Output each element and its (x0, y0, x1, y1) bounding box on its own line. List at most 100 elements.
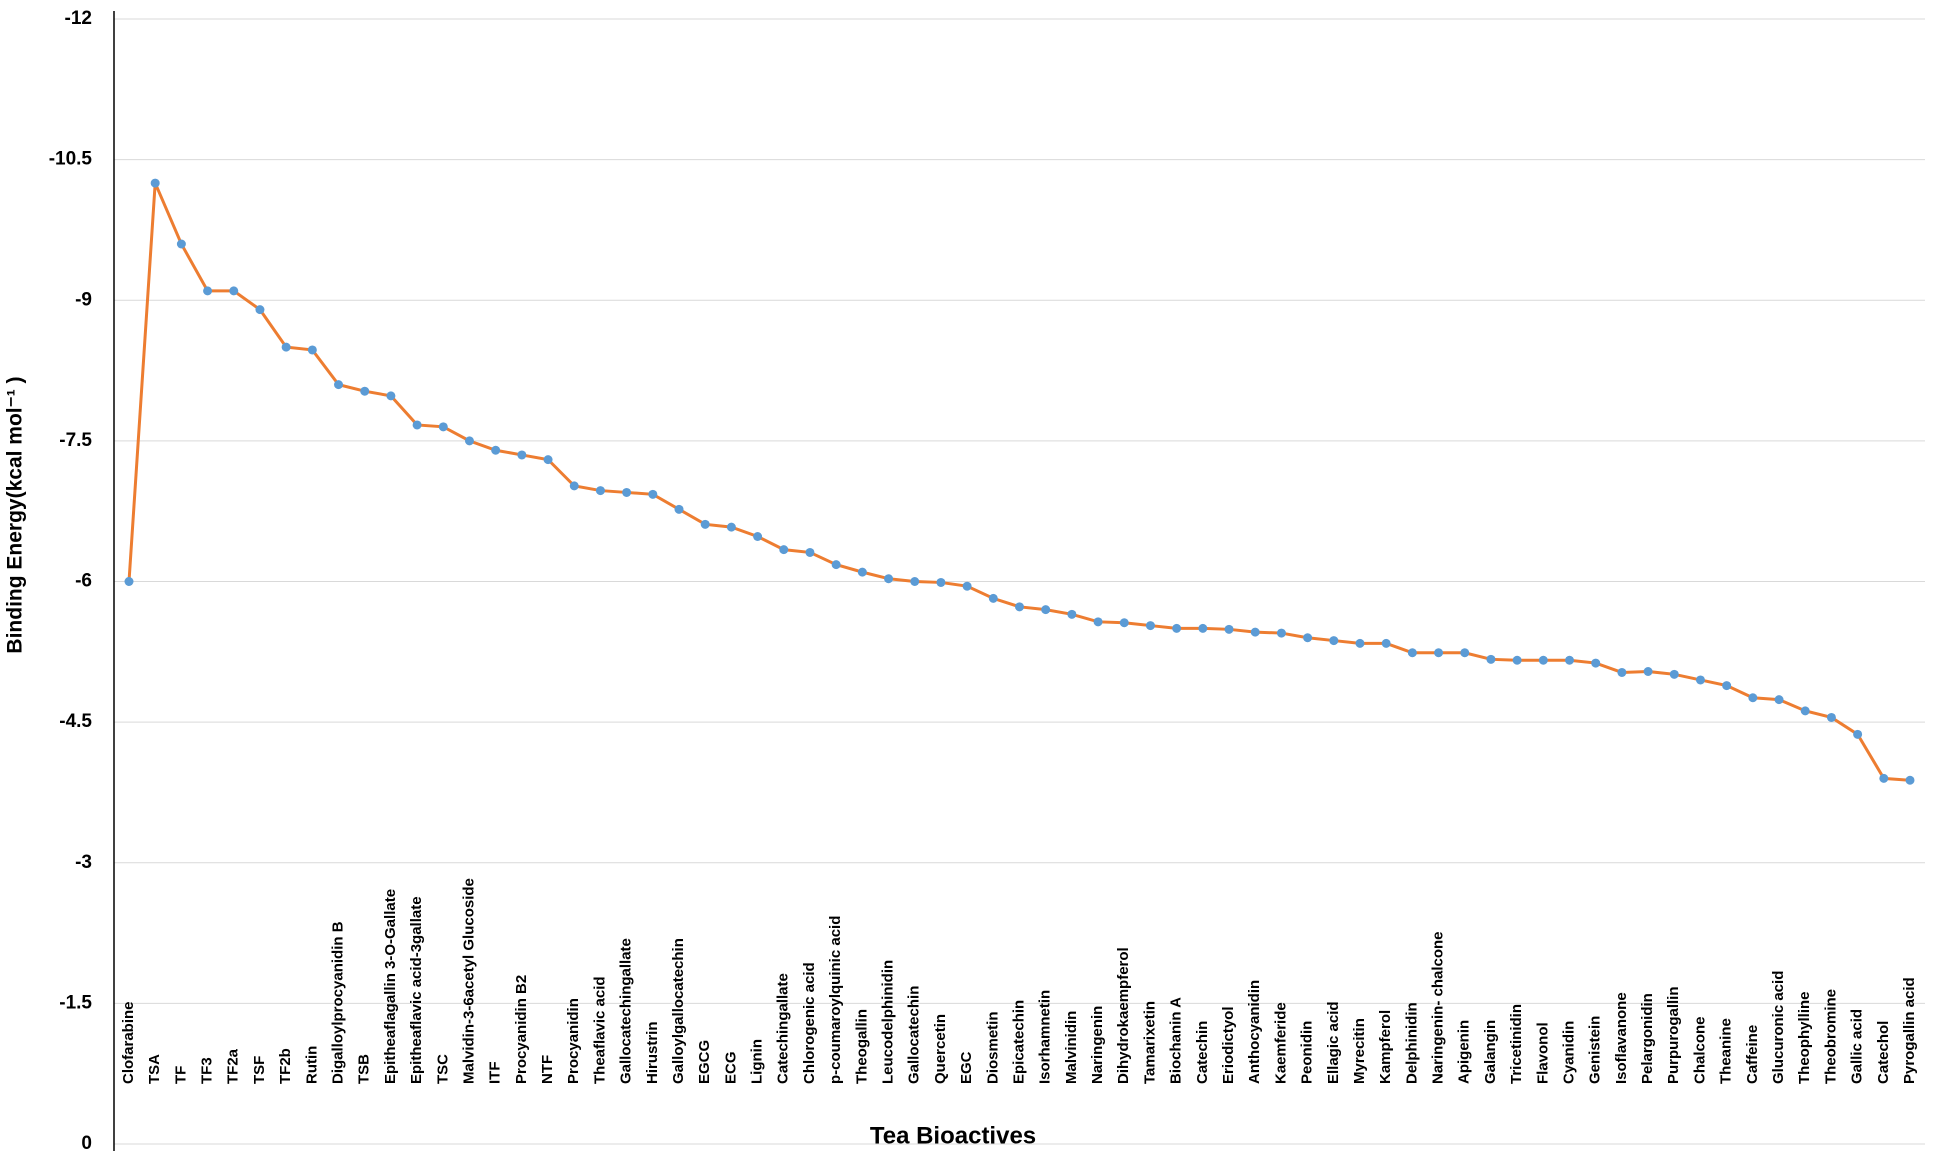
data-point (1460, 648, 1470, 658)
data-point (1879, 773, 1889, 783)
y-tick-label: -1.5 (59, 992, 92, 1013)
data-point (281, 342, 291, 352)
x-tick-label: Epicatechin (1010, 1000, 1027, 1084)
data-point (1145, 621, 1155, 631)
x-tick-label: TSA (146, 1054, 163, 1084)
data-point (700, 519, 710, 529)
data-point (464, 436, 474, 446)
x-tick-label: ECG (722, 1051, 739, 1084)
data-point (438, 422, 448, 432)
x-tick-label: Peonidin (1299, 1021, 1316, 1084)
data-point (779, 545, 789, 555)
y-tick-label: -3 (75, 852, 92, 873)
data-point (726, 522, 736, 532)
data-point (255, 305, 265, 315)
x-tick-label: TSC (434, 1054, 451, 1084)
data-point (988, 593, 998, 603)
data-point (1853, 729, 1863, 739)
data-point (1067, 609, 1077, 619)
x-tick-label: Caffeine (1744, 1025, 1761, 1084)
data-point (412, 420, 422, 430)
data-point (622, 487, 632, 497)
x-tick-label: Naringenin (1089, 1006, 1106, 1084)
data-point (176, 239, 186, 249)
x-tick-label: TF2b (277, 1048, 294, 1084)
data-point (1355, 638, 1365, 648)
data-point (229, 286, 239, 296)
data-point (1093, 617, 1103, 627)
y-tick-label: -10.5 (49, 149, 93, 170)
data-point (517, 450, 527, 460)
x-tick-label: TSB (356, 1054, 373, 1084)
data-point (1486, 654, 1496, 664)
x-tick-label: Galloylgallocatechin (670, 938, 687, 1084)
x-tick-label: Epitheaflagallin 3-O-Gallate (382, 889, 399, 1084)
data-point (386, 391, 396, 401)
x-tick-label: Eriodictyol (1220, 1006, 1237, 1084)
x-tick-label: Naringenin- chalcone (1430, 931, 1447, 1084)
x-tick-label: Epitheaflavic acid-3gallate (408, 896, 425, 1084)
x-tick-label: Theogallin (853, 1009, 870, 1084)
data-point (1512, 655, 1522, 665)
x-tick-label: Kaemferide (1272, 1002, 1289, 1084)
x-tick-label: TSF (251, 1056, 268, 1084)
x-tick-label: Apigenin (1456, 1020, 1473, 1084)
x-tick-label: TF2a (225, 1048, 242, 1084)
x-tick-label: Malvidin-3-6acetyl Glucoside (460, 878, 477, 1084)
x-tick-label: Genistein (1587, 1016, 1604, 1084)
data-point (1198, 623, 1208, 633)
data-point (1276, 628, 1286, 638)
x-tick-label: Pelargonidin (1639, 993, 1656, 1084)
data-point (962, 581, 972, 591)
data-point (1041, 605, 1051, 615)
data-point (648, 489, 658, 499)
data-point (1381, 638, 1391, 648)
x-tick-label: Tamarixetin (1141, 1001, 1158, 1084)
x-tick-label: EGC (958, 1051, 975, 1084)
data-point (1695, 675, 1705, 685)
x-tick-label: Kampferol (1377, 1010, 1394, 1084)
x-tick-label: Catechin (1194, 1021, 1211, 1084)
x-tick-label: Procyanidin (565, 998, 582, 1084)
x-tick-label: Digalloylprocyanidin B (329, 921, 346, 1084)
data-point (1538, 655, 1548, 665)
x-tick-label: Tricetinidin (1508, 1004, 1525, 1084)
x-tick-label: Lignin (749, 1039, 766, 1084)
data-point (857, 567, 867, 577)
x-tick-label: Procyanidin B2 (513, 975, 530, 1084)
data-point (753, 532, 763, 541)
data-point (1748, 693, 1758, 703)
data-point (360, 386, 370, 396)
series-line (127, 182, 1911, 782)
x-tick-label: Isoflavanone (1613, 992, 1630, 1084)
x-tick-label: Catechingallate (775, 973, 792, 1084)
x-tick-label: Leucodelphinidin (880, 960, 897, 1084)
x-tick-label: Clofarabine (120, 1001, 137, 1084)
x-tick-label: Gallocatechin (906, 986, 923, 1084)
data-point (1434, 648, 1444, 658)
data-point (936, 577, 946, 587)
data-point (910, 577, 920, 586)
data-point (674, 504, 684, 514)
data-point (1329, 636, 1339, 646)
x-tick-label: Delphinidin (1403, 1002, 1420, 1084)
x-tick-label: Glucuronic acid (1770, 971, 1787, 1084)
x-tick-label: TF (172, 1066, 189, 1084)
data-point (150, 178, 160, 188)
data-point (805, 547, 815, 557)
x-tick-label: Malvinidin (1063, 1011, 1080, 1084)
x-tick-label: Theanine (1718, 1018, 1735, 1084)
x-tick-label: ITF (487, 1062, 504, 1085)
data-point (595, 486, 605, 496)
x-tick-label: Theobromine (1822, 989, 1839, 1084)
x-tick-label: Anthocyanidin (1246, 980, 1263, 1084)
x-tick-label: Dihydrokaempferol (1115, 947, 1132, 1084)
x-tick-label: Catechol (1875, 1021, 1892, 1084)
x-axis-title: Tea Bioactives (870, 1122, 1036, 1149)
data-point (884, 574, 894, 584)
data-point (491, 445, 501, 455)
x-tick-label: Rutin (303, 1046, 320, 1084)
x-tick-label: Cyanidin (1560, 1021, 1577, 1084)
x-tick-label: Quercetin (932, 1014, 949, 1084)
